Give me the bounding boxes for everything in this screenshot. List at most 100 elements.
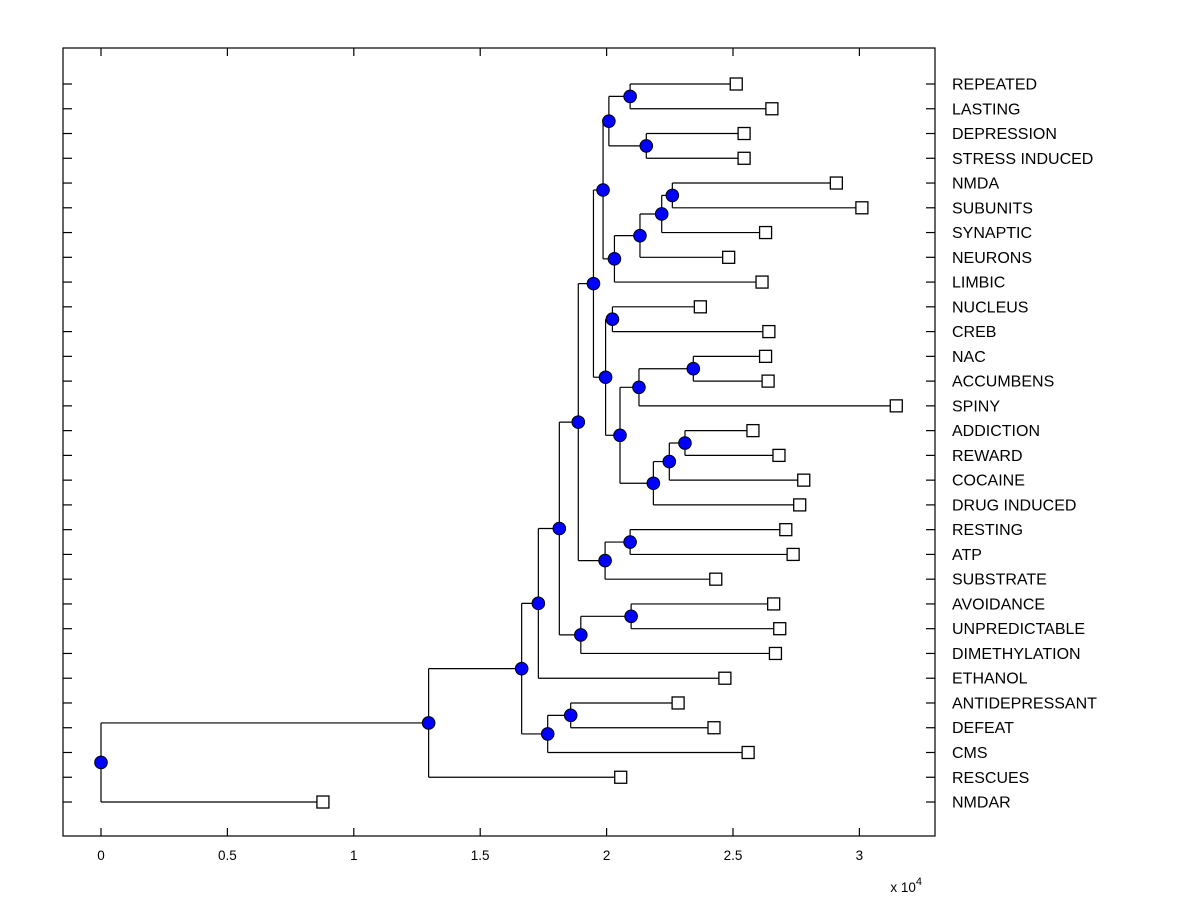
- leaf-node-marker: [316, 795, 330, 809]
- leaf-node-marker: [755, 275, 769, 289]
- branch-node-marker: [574, 628, 588, 642]
- x-tick-label: 2: [603, 848, 611, 863]
- tree-markers: [94, 77, 903, 809]
- leaf-node-marker: [829, 176, 844, 190]
- leaf-label: DIMETHYLATION: [952, 646, 1081, 663]
- leaf-label: LIMBIC: [952, 275, 1005, 292]
- leaf-label: SPINY: [952, 398, 1000, 415]
- leaf-node-marker: [793, 498, 807, 512]
- branch-node-marker: [662, 454, 677, 469]
- leaf-label: DEPRESSION: [952, 126, 1057, 143]
- leaf-node-marker: [758, 225, 773, 240]
- x-tick-label: 0: [97, 848, 105, 863]
- leaf-node-marker: [855, 201, 869, 215]
- leaf-label: NAC: [952, 349, 986, 366]
- branch-node-marker: [586, 276, 601, 291]
- branch-node-marker: [605, 312, 620, 327]
- leaf-node-marker: [741, 745, 755, 760]
- axes-frame: [62, 47, 936, 837]
- plot-frame: [62, 47, 936, 837]
- leaf-node-marker: [767, 597, 781, 611]
- leaf-label: SYNAPTIC: [952, 225, 1032, 242]
- leaf-label: ATP: [952, 547, 982, 564]
- leaf-node-marker: [758, 349, 773, 363]
- branch-node-marker: [633, 228, 647, 243]
- leaf-label: NUCLEUS: [952, 299, 1028, 316]
- leaf-node-marker: [693, 300, 708, 314]
- exponent-value: 4: [916, 876, 922, 888]
- branch-node-marker: [598, 553, 612, 568]
- leaf-label: SUBSTRATE: [952, 572, 1047, 589]
- branch-node-marker: [607, 252, 622, 266]
- leaf-label: REWARD: [952, 448, 1023, 465]
- branch-node-marker: [632, 380, 646, 395]
- leaf-node-marker: [709, 572, 723, 586]
- leaf-label: DRUG INDUCED: [952, 497, 1076, 514]
- leaf-node-marker: [746, 423, 760, 438]
- leaf-labels: REPEATED LASTING DEPRESSION STRESS INDUCED N…: [952, 77, 1097, 812]
- branch-node-marker: [563, 708, 578, 723]
- leaf-label: LASTING: [952, 101, 1020, 118]
- branch-node-marker: [552, 521, 567, 536]
- leaf-label: AVOIDANCE: [952, 596, 1045, 613]
- leaf-label: UNPREDICTABLE: [952, 621, 1085, 638]
- leaf-node-marker: [722, 250, 736, 264]
- leaf-node-marker: [773, 622, 787, 636]
- branch-node-marker: [678, 436, 692, 450]
- branch-node-marker: [421, 716, 436, 730]
- leaf-label: CREB: [952, 324, 996, 341]
- leaf-label: RESTING: [952, 522, 1023, 539]
- x-tick-label: 1.5: [471, 848, 490, 863]
- leaf-node-marker: [889, 399, 903, 413]
- leaf-label: DEFEAT: [952, 720, 1014, 737]
- leaf-label: COCAINE: [952, 473, 1025, 490]
- leaf-label: STRESS INDUCED: [952, 151, 1093, 168]
- leaf-label: ANTIDEPRESSANT: [952, 695, 1097, 712]
- branch-node-marker: [571, 415, 586, 429]
- leaf-label: RESCUES: [952, 770, 1029, 787]
- leaf-node-marker: [765, 102, 779, 116]
- branch-node-marker: [596, 183, 610, 197]
- branch-node-marker: [624, 609, 638, 624]
- x-axis-exponent-label: x 104: [890, 876, 922, 895]
- leaf-node-marker: [707, 721, 721, 735]
- branch-node-marker: [514, 661, 529, 676]
- leaf-node-marker: [797, 473, 811, 487]
- leaf-label: SUBUNITS: [952, 200, 1033, 217]
- x-tick-label: 1: [350, 848, 358, 863]
- branch-node-marker: [623, 535, 637, 549]
- leaf-node-marker: [761, 374, 775, 388]
- leaf-node-marker: [772, 448, 786, 463]
- leaf-label: CMS: [952, 745, 988, 762]
- branch-node-marker: [686, 361, 701, 376]
- branch-node-marker: [613, 428, 627, 443]
- leaf-node-marker: [762, 324, 776, 339]
- leaf-label: REPEATED: [952, 77, 1037, 94]
- leaf-label: ETHANOL: [952, 671, 1028, 688]
- branch-node-marker: [598, 370, 613, 385]
- x-tick-label: 2.5: [724, 848, 743, 863]
- leaf-node-marker: [737, 126, 751, 141]
- branch-node-marker: [639, 139, 654, 153]
- x-axis: 0 0.5 1 1.5 2 2.5 3 x 104: [97, 48, 922, 895]
- branch-node-marker: [602, 114, 616, 128]
- branch-node-marker: [646, 476, 661, 491]
- leaf-node-marker: [768, 646, 783, 661]
- leaf-node-marker: [779, 523, 793, 537]
- branch-node-marker: [623, 89, 637, 104]
- leaf-label: ACCUMBENS: [952, 374, 1054, 391]
- exponent-prefix: x 10: [890, 880, 916, 895]
- x-tick-label: 3: [856, 848, 864, 863]
- branch-node-marker: [531, 596, 546, 611]
- branch-node-marker: [654, 207, 669, 221]
- leaf-node-marker: [671, 696, 685, 710]
- leaf-node-marker: [614, 770, 628, 784]
- leaf-label: NEURONS: [952, 250, 1032, 267]
- leaf-node-marker: [729, 77, 743, 91]
- x-tick-label: 0.5: [218, 848, 237, 863]
- leaf-node-marker: [786, 547, 800, 562]
- leaf-label: ADDICTION: [952, 423, 1040, 440]
